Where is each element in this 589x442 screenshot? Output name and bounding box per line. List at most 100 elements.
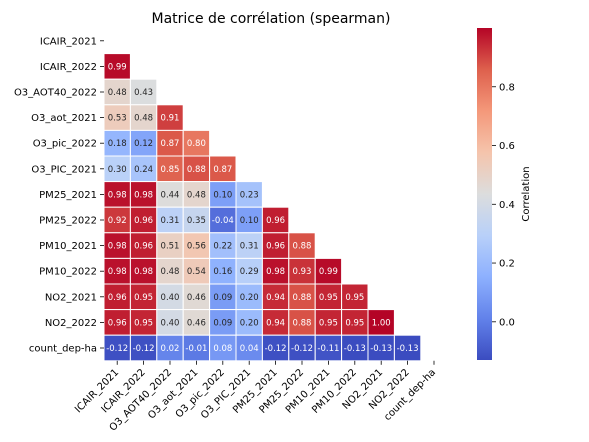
heatmap-cell (209, 181, 237, 208)
heatmap-cell (129, 206, 158, 234)
x-axis-tick-labels: ICAIR_2021ICAIR_2022O3_AOT40_2022O3_aot_… (73, 360, 438, 434)
heatmap-cell (182, 129, 211, 157)
heatmap-cell (314, 283, 343, 311)
cell-value-label: 0.10 (240, 216, 259, 226)
cell-value-label: 0.30 (108, 165, 127, 175)
cell-value-label: 0.54 (187, 267, 206, 277)
cell-value-label: 0.53 (108, 114, 127, 124)
cell-value-label: 0.96 (134, 242, 153, 252)
cell-value-label: 0.99 (319, 267, 338, 277)
cell-value-label: -0.11 (317, 344, 339, 354)
cell-value-label: 0.48 (187, 190, 206, 200)
cell-value-label: 0.94 (266, 293, 285, 303)
heatmap-cell (182, 283, 211, 311)
cell-value-label: 0.10 (213, 190, 232, 200)
cell-value-label: 0.98 (108, 267, 127, 277)
cell-value-label: 0.92 (108, 216, 127, 226)
heatmap-cell (235, 181, 263, 208)
heatmap-cell (129, 334, 158, 362)
cell-value-label: 0.40 (161, 293, 180, 303)
cell-value-label: 0.04 (240, 344, 259, 354)
cell-value-label: 0.12 (134, 139, 153, 149)
cell-value-label: 0.98 (108, 190, 127, 200)
cell-value-label: -0.13 (397, 344, 419, 354)
y-tick-label: NO2_2022 (45, 318, 97, 329)
cell-value-label: 0.80 (187, 139, 206, 149)
cell-value-label: 0.20 (240, 318, 259, 328)
chart-title: Matrice de corrélation (spearman) (152, 11, 391, 27)
cell-value-label: 0.95 (319, 293, 338, 303)
heatmap-cell (129, 155, 158, 183)
cell-value-label: 0.87 (161, 139, 180, 149)
cell-value-label: 0.43 (134, 88, 153, 98)
heatmap-cell (156, 283, 184, 311)
cell-value-label: 0.96 (266, 242, 285, 252)
cell-value-label: 0.56 (187, 242, 206, 252)
cell-value-label: 0.48 (161, 267, 180, 277)
y-tick-label: O3_pic_2022 (33, 139, 97, 150)
colorbar-tick-label: 0.2 (499, 259, 515, 270)
colorbar-tick-label: 0.4 (499, 200, 515, 211)
heatmap-cell (182, 309, 211, 336)
heatmap-cell (103, 257, 131, 285)
cell-value-label: 0.98 (266, 267, 285, 277)
cell-value-label: 0.87 (213, 165, 232, 175)
cell-value-label: 0.93 (293, 267, 312, 277)
cell-value-label: 0.31 (240, 242, 259, 252)
heatmap-cell (288, 334, 316, 362)
y-tick-label: O3_AOT40_2022 (14, 88, 97, 99)
cell-value-label: 0.51 (161, 242, 180, 252)
cell-value-label: 0.46 (187, 293, 206, 303)
y-tick-label: O3_aot_2021 (31, 113, 97, 124)
heatmap-cell (341, 283, 369, 311)
heatmap-cell (235, 257, 263, 285)
cell-value-label: 0.85 (161, 165, 180, 175)
heatmap-cell (314, 309, 343, 336)
y-tick-label: count_dep-ha (29, 344, 97, 355)
cell-value-label: -0.13 (370, 344, 392, 354)
cell-value-label: 0.94 (266, 318, 285, 328)
cell-value-label: -0.01 (185, 344, 207, 354)
colorbar-label: Correlation (521, 166, 532, 221)
cell-value-label: 0.35 (187, 216, 206, 226)
heatmap-cell (103, 283, 131, 311)
cell-value-label: 0.95 (319, 318, 338, 328)
cell-value-label: 0.02 (161, 344, 180, 354)
cell-value-label: 0.95 (134, 293, 153, 303)
heatmap-cell (156, 334, 184, 362)
cell-value-label: 0.29 (240, 267, 259, 277)
cell-value-label: 0.95 (134, 318, 153, 328)
cell-value-label: 0.88 (187, 165, 206, 175)
y-tick-label: PM10_2021 (39, 241, 97, 252)
y-tick-label: O3_PIC_2021 (31, 164, 97, 175)
cell-value-label: 0.99 (108, 62, 127, 72)
heatmap-cell (367, 309, 395, 336)
y-tick-label: NO2_2021 (45, 292, 97, 303)
heatmap-cell (314, 334, 343, 362)
heatmap-cell (156, 232, 184, 259)
cell-value-label: 0.98 (134, 190, 153, 200)
heatmap-cell (209, 283, 237, 311)
cell-value-label: 0.98 (134, 267, 153, 277)
y-axis-tick-labels: ICAIR_2021 ICAIR_2022 O3_AOT40_2022 O3_aot_… (14, 36, 104, 355)
heatmap-cell (235, 206, 263, 234)
cell-value-label: -0.12 (291, 344, 313, 354)
heatmap-cell (182, 181, 211, 208)
heatmap-cell (367, 334, 395, 362)
cell-value-label: -0.12 (106, 344, 128, 354)
cell-value-label: 0.24 (134, 165, 153, 175)
cell-value-label: 0.46 (187, 318, 206, 328)
cell-value-label: 0.96 (108, 293, 127, 303)
cell-value-label: 0.88 (293, 242, 312, 252)
cell-value-label: 0.96 (134, 216, 153, 226)
colorbar-ticks: 0.0 0.2 0.4 0.6 0.8 (492, 82, 515, 328)
cell-value-label: 0.88 (293, 293, 312, 303)
heatmap-cell (103, 309, 131, 336)
cell-value-label: 0.31 (161, 216, 180, 226)
cell-value-label: 1.00 (372, 318, 391, 328)
cell-value-label: 0.91 (161, 114, 180, 124)
cell-value-label: 0.95 (345, 318, 364, 328)
cell-value-label: 0.96 (266, 216, 285, 226)
cell-value-label: -0.12 (133, 344, 155, 354)
cell-value-label: 0.88 (293, 318, 312, 328)
